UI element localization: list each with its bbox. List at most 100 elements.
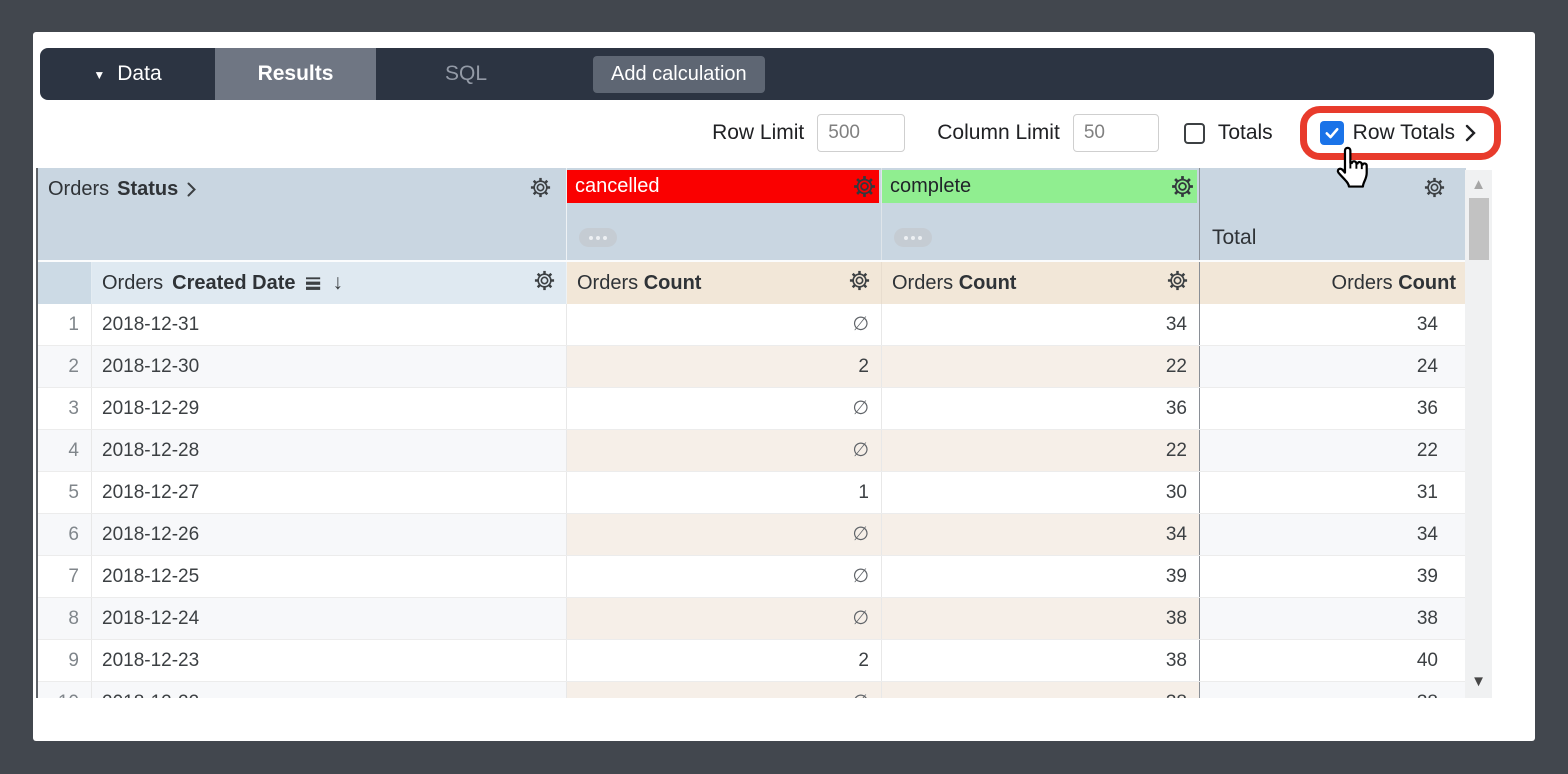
created-date-cell[interactable]: 2018-12-25 xyxy=(92,556,567,597)
created-date-cell[interactable]: 2018-12-27 xyxy=(92,472,567,513)
gear-icon[interactable] xyxy=(848,269,871,298)
dimension-name: Created Date xyxy=(172,271,296,294)
created-date-cell[interactable]: 2018-12-30 xyxy=(92,346,567,387)
pivot-header-row: Orders Status cancelled xyxy=(38,168,1466,260)
row-total-cell[interactable]: 38 xyxy=(1200,682,1466,698)
orders-count-header-total[interactable]: Orders Count xyxy=(1200,262,1466,304)
row-totals-checkbox[interactable] xyxy=(1319,121,1344,145)
row-total-cell[interactable]: 40 xyxy=(1416,649,1438,671)
orders-count-header-complete[interactable]: Orders Count xyxy=(882,262,1200,304)
add-calculation-button[interactable]: Add calculation xyxy=(593,55,765,93)
created-date-cell[interactable]: 2018-12-29 xyxy=(92,388,567,429)
ellipsis-icon[interactable] xyxy=(894,228,932,247)
complete-count-cell[interactable]: 36 xyxy=(882,388,1200,429)
table-row: 1 2018-12-31 ∅ 34 34 xyxy=(38,304,1466,346)
measure-prefix: Orders xyxy=(577,271,639,294)
created-date-cell[interactable]: 2018-12-24 xyxy=(92,598,567,639)
results-table: Orders Status cancelled xyxy=(36,168,1466,698)
cancelled-count-cell[interactable]: ∅ xyxy=(567,304,882,345)
complete-count-cell[interactable]: 38 xyxy=(882,640,1200,681)
cancelled-count-cell[interactable]: ∅ xyxy=(567,388,882,429)
complete-count-cell[interactable]: 30 xyxy=(882,472,1200,513)
table-row: 7 2018-12-25 ∅ 39 39 xyxy=(38,556,1466,598)
orders-count-header-cancelled[interactable]: Orders Count xyxy=(567,262,882,304)
row-number: 1 xyxy=(38,304,92,345)
totals-checkbox[interactable] xyxy=(1183,122,1205,144)
cancelled-count-cell[interactable]: 1 xyxy=(567,472,882,513)
gear-icon[interactable] xyxy=(1166,269,1189,298)
query-controls: Row Limit Column Limit Totals Row Totals xyxy=(712,100,1501,188)
table-row: 5 2018-12-27 1 30 31 xyxy=(38,472,1466,514)
cancelled-count-cell[interactable]: ∅ xyxy=(567,514,882,555)
row-total-cell[interactable]: 39 xyxy=(1416,565,1438,587)
hand-pointer-cursor xyxy=(1336,146,1368,188)
measure-name: Count xyxy=(958,271,1017,294)
scrollbar-thumb[interactable] xyxy=(1468,198,1489,260)
data-section-toggle[interactable]: ▼ Data xyxy=(40,48,215,100)
pivot-field-header[interactable]: Orders Status xyxy=(38,168,567,260)
complete-count-cell[interactable]: 38 xyxy=(882,598,1200,639)
gear-icon[interactable] xyxy=(533,269,556,298)
row-number: 5 xyxy=(38,472,92,513)
chevron-right-icon[interactable] xyxy=(186,181,197,198)
column-limit-label: Column Limit xyxy=(937,121,1060,144)
complete-count-cell[interactable]: 34 xyxy=(882,304,1200,345)
cancelled-count-cell[interactable]: ∅ xyxy=(567,430,882,471)
tab-results[interactable]: Results xyxy=(215,48,376,100)
gear-wrap xyxy=(882,170,1197,203)
row-number: 6 xyxy=(38,514,92,555)
chevron-right-icon[interactable] xyxy=(1464,123,1477,143)
scroll-up-icon[interactable]: ▲ xyxy=(1471,176,1486,193)
pivot-field-label: Orders Status xyxy=(48,178,197,201)
row-limit-input[interactable] xyxy=(817,114,906,152)
row-total-cell[interactable]: 34 xyxy=(1416,313,1438,335)
gear-icon[interactable] xyxy=(529,176,552,204)
cancelled-count-cell[interactable]: 2 xyxy=(567,640,882,681)
complete-count-cell[interactable]: 22 xyxy=(882,346,1200,387)
tab-sql[interactable]: SQL xyxy=(376,48,556,100)
table-body: 1 2018-12-31 ∅ 34 34 2 2018-12-30 2 22 24 3 2018-12… xyxy=(38,304,1466,698)
ellipsis-icon[interactable] xyxy=(579,228,617,247)
complete-count-cell[interactable]: 22 xyxy=(882,430,1200,471)
row-total-cell[interactable]: 22 xyxy=(1200,430,1466,471)
pivot-value-label-complete[interactable]: complete xyxy=(882,170,1197,203)
column-limit-input[interactable] xyxy=(1072,114,1159,152)
table-row: 3 2018-12-29 ∅ 36 36 xyxy=(38,388,1466,430)
row-total-cell[interactable]: 31 xyxy=(1416,481,1438,503)
row-number: 2 xyxy=(38,346,92,387)
cancelled-count-cell[interactable]: 2 xyxy=(567,346,882,387)
row-total-cell[interactable]: 36 xyxy=(1416,397,1438,419)
row-totals-group: Row Totals xyxy=(1299,106,1501,188)
pivot-value-cancelled: cancelled xyxy=(567,168,882,260)
cancelled-count-cell[interactable]: ∅ xyxy=(567,556,882,597)
row-total-cell[interactable]: 38 xyxy=(1200,598,1466,639)
pivot-value-complete: complete xyxy=(882,168,1200,260)
gear-icon[interactable] xyxy=(1170,174,1195,205)
created-date-cell[interactable]: 2018-12-26 xyxy=(92,514,567,555)
row-total-cell[interactable]: 34 xyxy=(1200,514,1466,555)
cancelled-count-cell[interactable]: ∅ xyxy=(567,682,882,698)
created-date-cell[interactable]: 2018-12-22 xyxy=(92,682,567,698)
vertical-scrollbar[interactable]: ▲ ▼ xyxy=(1465,170,1492,698)
table-row: 9 2018-12-23 2 38 40 xyxy=(38,640,1466,682)
complete-count-cell[interactable]: 39 xyxy=(882,556,1200,597)
row-total-cell[interactable]: 24 xyxy=(1200,346,1466,387)
scroll-down-icon[interactable]: ▼ xyxy=(1471,673,1486,690)
created-date-cell[interactable]: 2018-12-31 xyxy=(92,304,567,345)
gear-icon[interactable] xyxy=(1423,176,1446,204)
dimension-prefix: Orders xyxy=(102,271,164,294)
created-date-cell[interactable]: 2018-12-23 xyxy=(92,640,567,681)
complete-count-cell[interactable]: 34 xyxy=(882,514,1200,555)
measure-name: Count xyxy=(1398,271,1456,294)
row-totals-label: Row Totals xyxy=(1352,121,1455,144)
created-date-cell[interactable]: 2018-12-28 xyxy=(92,430,567,471)
gear-icon[interactable] xyxy=(852,174,877,205)
pivot-value-label-cancelled[interactable]: cancelled xyxy=(567,170,879,203)
sort-desc-icon[interactable]: ↓ xyxy=(332,271,344,294)
complete-count-cell[interactable]: 38 xyxy=(882,682,1200,698)
cancelled-count-cell[interactable]: ∅ xyxy=(567,598,882,639)
created-date-header[interactable]: Orders Created Date ↓ xyxy=(92,262,567,304)
table-row: 8 2018-12-24 ∅ 38 38 xyxy=(38,598,1466,640)
